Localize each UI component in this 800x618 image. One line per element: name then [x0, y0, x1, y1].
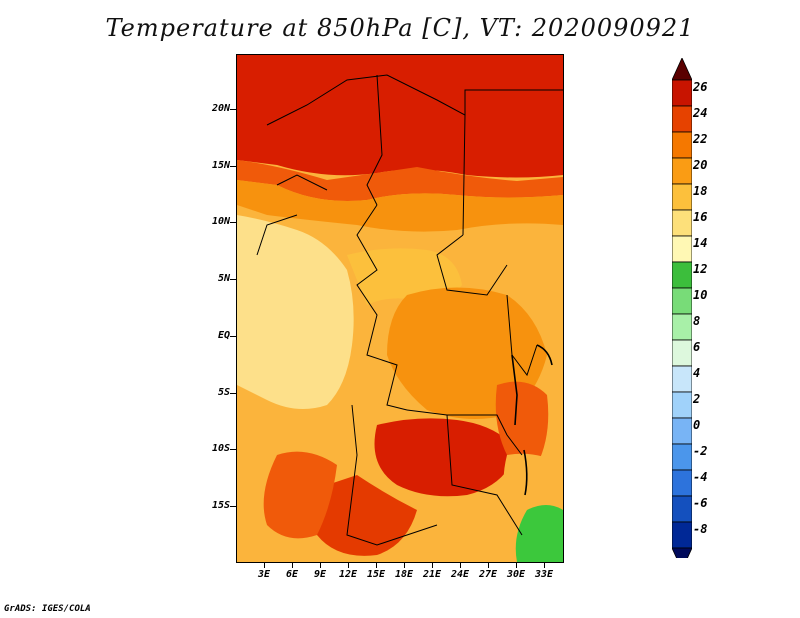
- cool-green-region-southeast: [515, 505, 563, 562]
- warm-region-east: [495, 381, 549, 469]
- colorbar-label-6: 6: [693, 340, 701, 354]
- lon-label-24e: 24E: [450, 569, 470, 580]
- lat-label-10n: 10N: [211, 216, 230, 227]
- lon-label-12e: 12E: [338, 569, 358, 580]
- colorbar-cell: [672, 417, 692, 445]
- hot-region-southwest: [313, 475, 417, 556]
- country-borders: [256, 74, 563, 546]
- colorbar-label-14: 14: [693, 236, 708, 250]
- lon-label-9e: 9E: [313, 569, 327, 580]
- colorbar-cell: [672, 131, 692, 159]
- colorbar-label-10: 10: [693, 288, 708, 302]
- lat-label-5n: 5N: [217, 273, 230, 284]
- colorbar-label-12: 12: [693, 262, 708, 276]
- colorbar-cell: [672, 365, 692, 393]
- lon-label-6e: 6E: [285, 569, 299, 580]
- colorbar-label-26: 26: [693, 80, 708, 94]
- colorbar-label-16: 16: [693, 210, 708, 224]
- colorbar-cell: [672, 521, 692, 549]
- cool-region-west: [237, 215, 354, 409]
- colorbar-bottom-arrow: [672, 547, 692, 558]
- lon-label-27e: 27E: [478, 569, 498, 580]
- lon-label-30e: 30E: [506, 569, 526, 580]
- colorbar-top-arrow: [672, 58, 692, 81]
- colorbar-cell: [672, 157, 692, 185]
- colorbar-cells: [672, 58, 692, 558]
- temperature-map: [236, 54, 564, 563]
- warm-region-southwest: [263, 451, 337, 539]
- warm-band-north: [237, 160, 563, 201]
- lat-label-15s: 15S: [211, 500, 230, 511]
- colorbar-label-minus-6: -6: [693, 496, 708, 510]
- colorbar-cell: [672, 183, 692, 211]
- colorbar-label-minus-2: -2: [693, 444, 708, 458]
- colorbar-label-minus-4: -4: [693, 470, 708, 484]
- lat-label-5s: 5S: [217, 387, 230, 398]
- lat-label-20n: 20N: [211, 103, 230, 114]
- colorbar-cell: [672, 443, 692, 471]
- colorbar-cell: [672, 235, 692, 263]
- lon-label-3e: 3E: [257, 569, 271, 580]
- lat-label-eq: EQ: [217, 330, 230, 341]
- colorbar-label-minus-8: -8: [693, 522, 708, 536]
- colorbar-label-24: 24: [693, 106, 708, 120]
- colorbar-cell: [672, 287, 692, 315]
- colorbar-label-20: 20: [693, 158, 708, 172]
- lat-label-10s: 10S: [211, 443, 230, 454]
- colorbar-label-22: 22: [693, 132, 708, 146]
- colorbar-cell: [672, 391, 692, 419]
- grads-credit: GrADS: IGES/COLA: [4, 604, 91, 614]
- colorbar-cell: [672, 79, 692, 107]
- lon-label-33e: 33E: [534, 569, 554, 580]
- colorbar-label-0: 0: [693, 418, 701, 432]
- colorbar-label-2: 2: [693, 392, 701, 406]
- colorbar-cell: [672, 261, 692, 289]
- colorbar-cell: [672, 209, 692, 237]
- lon-label-18e: 18E: [394, 569, 414, 580]
- colorbar-label-18: 18: [693, 184, 708, 198]
- hot-region-north: [237, 55, 563, 178]
- colorbar-label-8: 8: [693, 314, 701, 328]
- lakes: [511, 344, 553, 496]
- colorbar-label-4: 4: [693, 366, 701, 380]
- colorbar-cell: [672, 339, 692, 367]
- colorbar-cell: [672, 495, 692, 523]
- colorbar-cell: [672, 313, 692, 341]
- lon-label-21e: 21E: [422, 569, 442, 580]
- colorbar-cell: [672, 105, 692, 133]
- map-canvas: [237, 55, 563, 562]
- hot-region-south-central: [374, 418, 517, 497]
- mid-band-north: [237, 180, 563, 232]
- colorbar: [672, 58, 692, 558]
- colorbar-cell: [672, 469, 692, 497]
- lon-label-15e: 15E: [366, 569, 386, 580]
- chart-title: Temperature at 850hPa [C], VT: 202009092…: [105, 14, 695, 42]
- lat-label-15n: 15N: [211, 160, 230, 171]
